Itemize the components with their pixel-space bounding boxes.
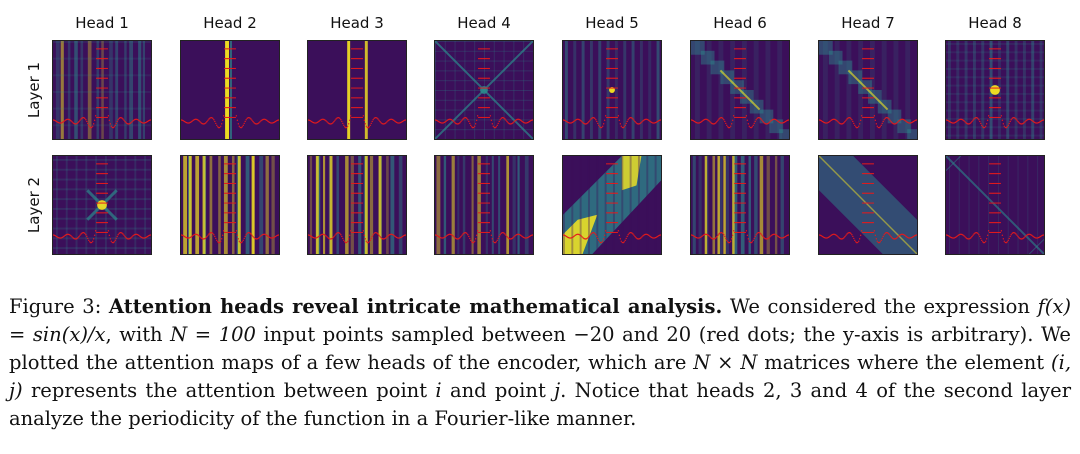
attention-map-layer2-head3: [307, 155, 407, 255]
attention-map-layer2-head6: [690, 155, 790, 255]
attention-heatmap: [308, 156, 406, 254]
row-label-text: Layer 1: [25, 61, 43, 119]
caption-text-b: input points sampled between −20 and 20 …: [9, 323, 1071, 374]
attention-heatmap: [691, 41, 789, 139]
attention-map-layer1-head3: [307, 40, 407, 140]
head-title-1: Head 1: [75, 14, 129, 32]
attention-heatmap: [308, 41, 406, 139]
attention-map-layer2-head8: [945, 155, 1045, 255]
attention-figure: Head 1 Head 2 Head 3 Head 4 Head 5 Head 6 Head…: [24, 14, 1045, 255]
caption-text-f: . Notice that heads 2, 3 and 4 of the se…: [9, 379, 1072, 430]
attention-heatmap: [181, 41, 279, 139]
attention-map-layer2-head2: [180, 155, 280, 255]
attention-map-layer1-head7: [818, 40, 918, 140]
attention-heatmap: [946, 41, 1044, 139]
attention-map-layer2-head1: [52, 155, 152, 255]
attention-heatmap: [819, 156, 917, 254]
attention-heatmap: [563, 41, 661, 139]
head-title-5: Head 5: [585, 14, 639, 32]
caption-math-ij: (i, j): [9, 351, 1072, 402]
attention-map-layer1-head8: [945, 40, 1045, 140]
attention-heatmap: [563, 156, 661, 254]
head-title-2: Head 2: [203, 14, 257, 32]
caption-math-i: i: [435, 379, 442, 402]
head-title-8: Head 8: [968, 14, 1022, 32]
caption-text-a: , with: [105, 323, 163, 346]
attention-heatmap: [181, 156, 279, 254]
caption-text-e: and point: [449, 379, 546, 402]
attention-map-layer1-head2: [180, 40, 280, 140]
figure-caption: Figure 3: Attention heads reveal intrica…: [9, 293, 1071, 433]
caption-text-c: matrices where the element: [764, 351, 1045, 374]
caption-math-nxn: N × N: [693, 351, 758, 374]
head-title-4: Head 4: [457, 14, 511, 32]
attention-heatmap: [53, 156, 151, 254]
row-label-layer-1: Layer 1: [24, 40, 44, 140]
attention-map-layer1-head1: [52, 40, 152, 140]
attention-heatmap: [435, 41, 533, 139]
attention-heatmap: [819, 41, 917, 139]
attention-map-layer1-head4: [434, 40, 534, 140]
attention-heatmap: [53, 41, 151, 139]
caption-math-n: N = 100: [170, 323, 256, 346]
caption-math-j: j: [554, 379, 561, 402]
attention-map-layer2-head4: [434, 155, 534, 255]
head-title-7: Head 7: [841, 14, 895, 32]
caption-text-d: represents the attention between point: [30, 379, 428, 402]
head-title-6: Head 6: [713, 14, 767, 32]
attention-map-layer2-head7: [818, 155, 918, 255]
attention-map-layer1-head5: [562, 40, 662, 140]
caption-text-intro: We considered the expression: [729, 295, 1030, 318]
attention-map-layer2-head5: [562, 155, 662, 255]
caption-label: Figure 3:: [9, 295, 102, 318]
attention-map-layer1-head6: [690, 40, 790, 140]
head-title-3: Head 3: [330, 14, 384, 32]
attention-heatmap: [691, 156, 789, 254]
attention-heatmap: [946, 156, 1044, 254]
row-label-layer-2: Layer 2: [24, 155, 44, 255]
caption-math-expression: f(x) = sin(x)/x: [9, 295, 1071, 346]
row-label-text: Layer 2: [25, 176, 43, 234]
attention-heatmap: [435, 156, 533, 254]
caption-title: Attention heads reveal intricate mathema…: [108, 295, 723, 318]
